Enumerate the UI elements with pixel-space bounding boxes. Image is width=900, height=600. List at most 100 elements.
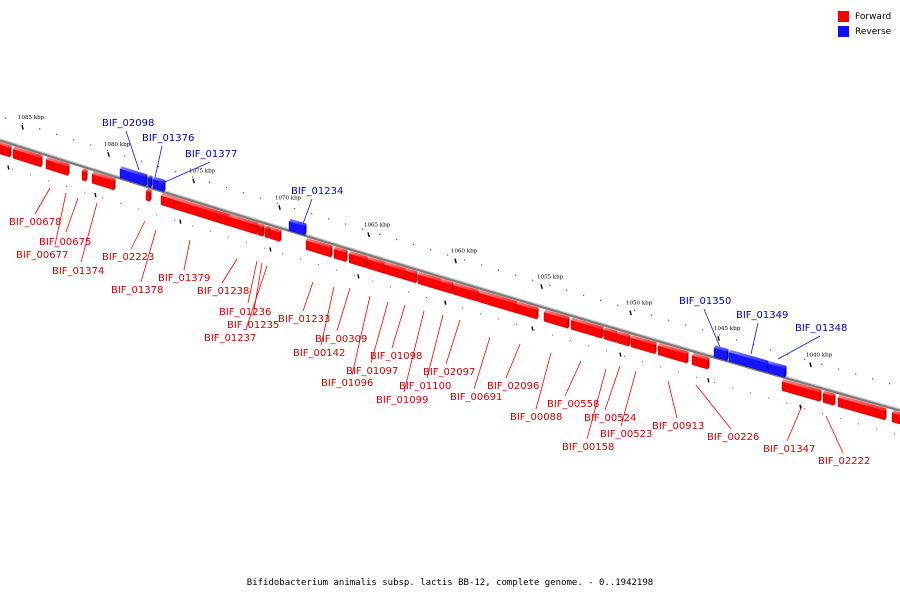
scale-major-tick [278,205,281,210]
strand-minor-tick [516,323,518,326]
scale-label: 1085 kbp [18,115,45,121]
reverse-gene [767,360,787,378]
scale-minor-tick [243,192,245,194]
scale-minor-tick [702,329,704,331]
forward-gene [837,394,887,421]
strand-minor-tick [282,253,284,255]
strand-minor-tick [840,418,842,420]
strand-tick [707,378,710,383]
scale-minor-tick [634,309,636,311]
strand-minor-tick [696,376,698,378]
strand-minor-tick [804,407,806,409]
strand-minor-tick [876,428,878,430]
strand-tick [531,326,534,331]
scale-label: 1065 kbp [364,222,391,228]
leader-line [65,197,79,233]
scale-major-tick [21,124,24,130]
leader-line [825,415,844,454]
leader-line [445,319,461,365]
strand-minor-tick [264,247,266,249]
strand-tick [444,300,447,305]
forward-gene [570,317,604,339]
leader-line [221,258,238,284]
strand-minor-tick [354,275,356,277]
strand-tick [619,352,622,357]
gene-label: BIF_00675 [39,237,91,248]
scale-label: 1050 kbp [626,301,653,307]
strand-minor-tick [174,219,176,221]
reverse-gene [728,349,769,373]
strand-minor-tick [30,174,32,176]
scale-minor-tick [362,228,364,230]
strand-minor-tick [462,307,464,309]
scale-major-tick [809,362,812,368]
strand-minor-tick [534,329,536,331]
gene-label: BIF_01349 [736,310,788,321]
strand-tick [269,247,272,252]
scale-minor-tick [73,139,75,141]
gene-label: BIF_00088 [510,412,562,423]
scale-minor-tick [158,165,160,168]
gene-label: BIF_01350 [679,296,731,307]
leader-line [336,287,351,332]
scale-minor-tick [107,149,109,152]
gene-label: BIF_01378 [111,285,163,296]
gene-label: BIF_01236 [219,307,271,318]
leader-line [130,220,146,250]
scale-minor-tick [821,363,823,365]
forward-gene [305,237,333,258]
strand-minor-tick [84,191,86,193]
strand-minor-tick [228,236,230,238]
scale-minor-tick [277,202,279,204]
scale-major-tick [192,178,195,184]
strand-minor-tick [642,361,644,363]
strand-minor-tick [714,382,716,384]
strand-minor-tick [192,225,194,227]
scale-minor-tick [430,249,432,251]
scale-minor-tick [549,284,551,286]
gene-label: BIF_01347 [763,444,815,455]
scale-major-tick [454,258,457,264]
forward-gene [781,378,822,402]
scale-major-tick [107,151,110,157]
strand-minor-tick [390,286,392,288]
scale-major-tick [629,310,632,316]
forward-gene [515,301,539,320]
leader-line [320,286,335,346]
forward-gene [404,268,418,284]
forward-gene [822,390,836,406]
scale-minor-tick [566,289,568,291]
strand-minor-tick [786,402,788,404]
leader-line [786,405,803,442]
scale-major-tick [540,284,543,290]
gene-label: BIF_01237 [204,333,256,344]
forward-gene [269,226,282,242]
forward-gene [630,335,657,355]
leader-line [370,301,389,364]
gene-label: BIF_01376 [142,133,194,144]
scale-minor-tick [5,117,7,119]
scale-minor-tick [311,213,313,215]
scale-minor-tick [838,368,840,370]
strand-minor-tick [12,168,14,170]
gene-label: BIF_00558 [547,399,599,410]
forward-gene [891,410,900,425]
leader-line [403,310,425,393]
strand-minor-tick [606,350,608,352]
gene-label: BIF_01377 [185,149,237,160]
scale-minor-tick [22,122,24,125]
reverse-gene [288,218,307,236]
leader-line [351,295,371,376]
scale-minor-tick [498,269,500,271]
scale-minor-tick [447,254,449,256]
scale-minor-tick [226,186,228,189]
gene-label: BIF_00309 [315,334,367,345]
leader-line [505,343,521,379]
gene-label: BIF_01233 [278,314,330,325]
scale-minor-tick [413,244,415,246]
scale-minor-tick [39,128,41,130]
leader-line [153,145,163,183]
scale-major-tick [717,335,720,341]
forward-gene [333,246,348,263]
